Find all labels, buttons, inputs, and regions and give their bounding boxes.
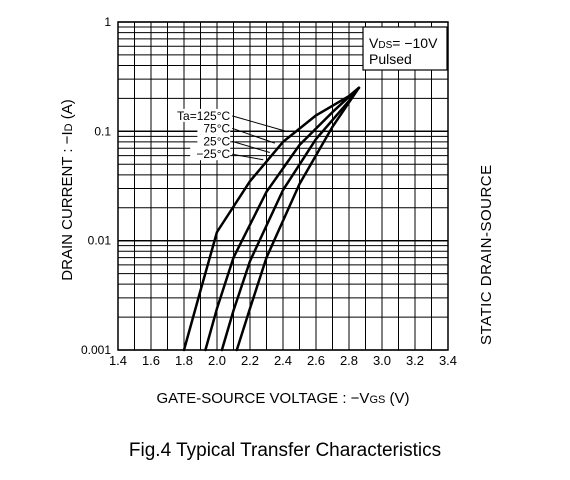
- x-tick-label: 1.4: [109, 353, 127, 368]
- x-tick-label: 1.8: [175, 353, 193, 368]
- tick-labels: 1.4 1.6 1.8 2.0 2.2 2.4 2.6 2.8 3.0 3.2 3.4 0.001 0.…: [81, 15, 457, 368]
- series-label: 25°C: [203, 134, 230, 148]
- series-group: [182, 86, 361, 352]
- series-line: [204, 86, 361, 352]
- truncated-side-label: STATIC DRAIN-SOURCE: [470, 150, 510, 345]
- conditions-line1: VDS= −10V: [369, 35, 438, 51]
- x-tick-label: 2.4: [274, 353, 292, 368]
- y-tick-label: 0.001: [81, 343, 111, 357]
- plot-border: [117, 21, 449, 351]
- series-line: [235, 86, 361, 352]
- x-tick-label: 2.6: [307, 353, 325, 368]
- series-label: −25°C: [196, 147, 230, 161]
- x-tick-label: 3.0: [373, 353, 391, 368]
- series-label-bg: [168, 108, 231, 122]
- y-tick-label: 1: [104, 15, 111, 29]
- x-axis-label: GATE-SOURCE VOLTAGE : −VGS (V): [156, 390, 409, 407]
- x-tick-label: 3.2: [406, 353, 424, 368]
- y-tick-label: 0.01: [88, 234, 112, 248]
- y-axis-label: DRAIN CURRENT : −ID (A): [59, 99, 76, 280]
- series-label-bg: [197, 121, 231, 135]
- series-leader-line: [232, 115, 287, 132]
- x-tick-label: 2.2: [241, 353, 259, 368]
- x-tick-label: 1.6: [142, 353, 160, 368]
- series-label: 75°C: [203, 121, 230, 135]
- series-leader-line: [232, 153, 264, 161]
- series-labels: Ta=125°C75°C25°C−25°C: [168, 108, 287, 161]
- truncated-side-label-text: STATIC DRAIN-SOURCE: [478, 164, 495, 345]
- series-leader-line: [232, 127, 275, 144]
- plot-frame: [117, 21, 449, 351]
- series-leader-line: [232, 140, 270, 154]
- x-tick-label: 3.4: [439, 353, 457, 368]
- series-line: [220, 86, 361, 352]
- series-label-bg: [197, 134, 231, 148]
- series-label-bg: [190, 147, 231, 161]
- conditions-line2: Pulsed: [369, 51, 412, 67]
- series-label: Ta=125°C: [177, 109, 231, 123]
- series-line: [182, 86, 361, 352]
- y-tick-label: 0.1: [94, 124, 111, 138]
- conditions-box: VDS= −10V Pulsed: [362, 26, 448, 71]
- grid: [117, 21, 449, 351]
- x-tick-label: 2.8: [340, 353, 358, 368]
- figure-caption: Fig.4 Typical Transfer Characteristics: [128, 440, 442, 461]
- x-tick-label: 2.0: [208, 353, 226, 368]
